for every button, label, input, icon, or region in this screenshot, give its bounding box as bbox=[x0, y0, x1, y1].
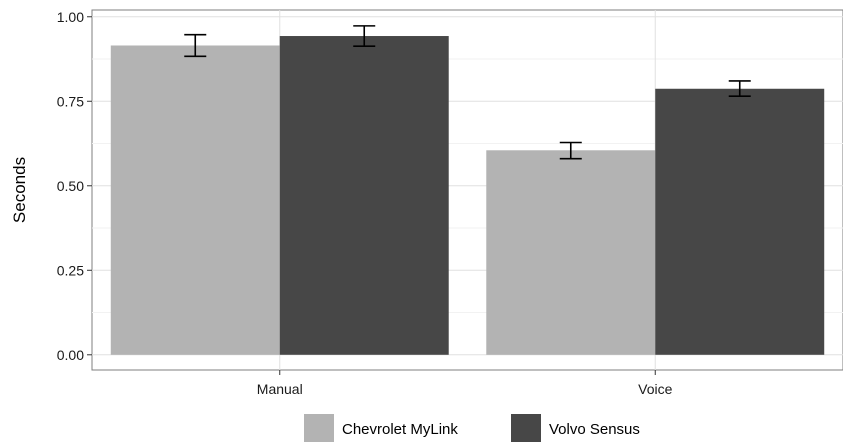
legend-item: Volvo Sensus bbox=[511, 414, 640, 442]
legend-label: Volvo Sensus bbox=[549, 421, 640, 438]
legend-swatch bbox=[511, 414, 541, 442]
legend-item: Chevrolet MyLink bbox=[304, 414, 458, 442]
bars bbox=[110, 36, 825, 355]
error-bars bbox=[184, 25, 751, 160]
bar bbox=[279, 36, 449, 355]
x-tick-label: Manual bbox=[257, 381, 303, 397]
y-tick-label: 0.25 bbox=[57, 262, 84, 278]
y-axis: 0.00 0.25 0.50 0.75 1.00 bbox=[57, 9, 92, 363]
legend-swatch bbox=[304, 414, 334, 442]
legend: Chevrolet MyLink Volvo Sensus bbox=[304, 414, 640, 442]
bar bbox=[655, 88, 825, 355]
x-axis: Manual Voice bbox=[257, 370, 673, 397]
bar bbox=[486, 150, 656, 355]
y-tick-label: 0.50 bbox=[57, 178, 84, 194]
x-tick-label: Voice bbox=[638, 381, 672, 397]
y-tick-label: 1.00 bbox=[57, 9, 84, 25]
y-tick-label: 0.75 bbox=[57, 93, 84, 109]
bar bbox=[110, 45, 280, 355]
y-axis-title: Seconds bbox=[10, 157, 29, 223]
y-tick-label: 0.00 bbox=[57, 347, 84, 363]
legend-label: Chevrolet MyLink bbox=[342, 421, 458, 438]
